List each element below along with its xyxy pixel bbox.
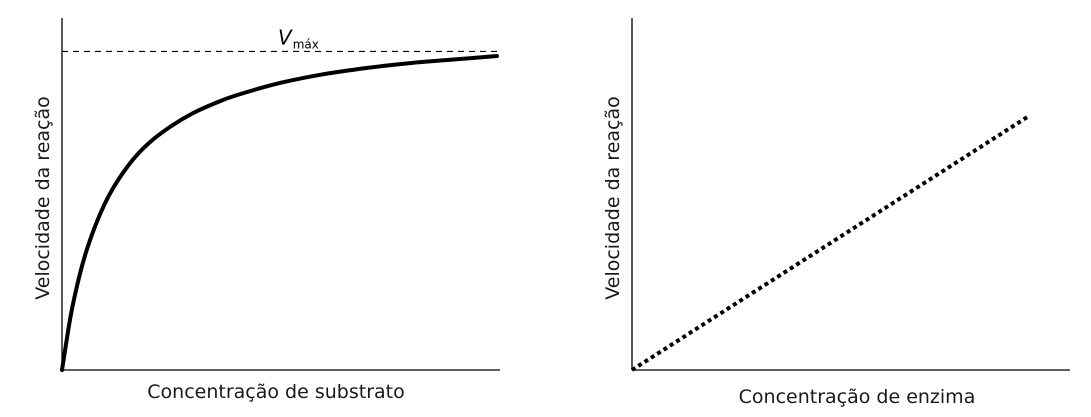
- series-line-enzyme: [630, 114, 1030, 372]
- y-axis-label-left: Velocidade da reação: [32, 96, 54, 300]
- vmax-symbol: V: [278, 25, 293, 49]
- chart-substrate: Vmáx Concentração de substrato Velocidad…: [32, 18, 500, 403]
- vmax-label: Vmáx: [278, 25, 319, 51]
- x-axis-label-right: Concentração de enzima: [739, 386, 976, 408]
- chart-enzyme: Concentração de enzima Velocidade da rea…: [602, 18, 1070, 408]
- y-axis-label-right: Velocidade da reação: [602, 96, 624, 300]
- vmax-subscript: máx: [293, 37, 319, 51]
- series-line-substrate: [60, 54, 499, 372]
- x-axis-label-left: Concentração de substrato: [147, 381, 404, 403]
